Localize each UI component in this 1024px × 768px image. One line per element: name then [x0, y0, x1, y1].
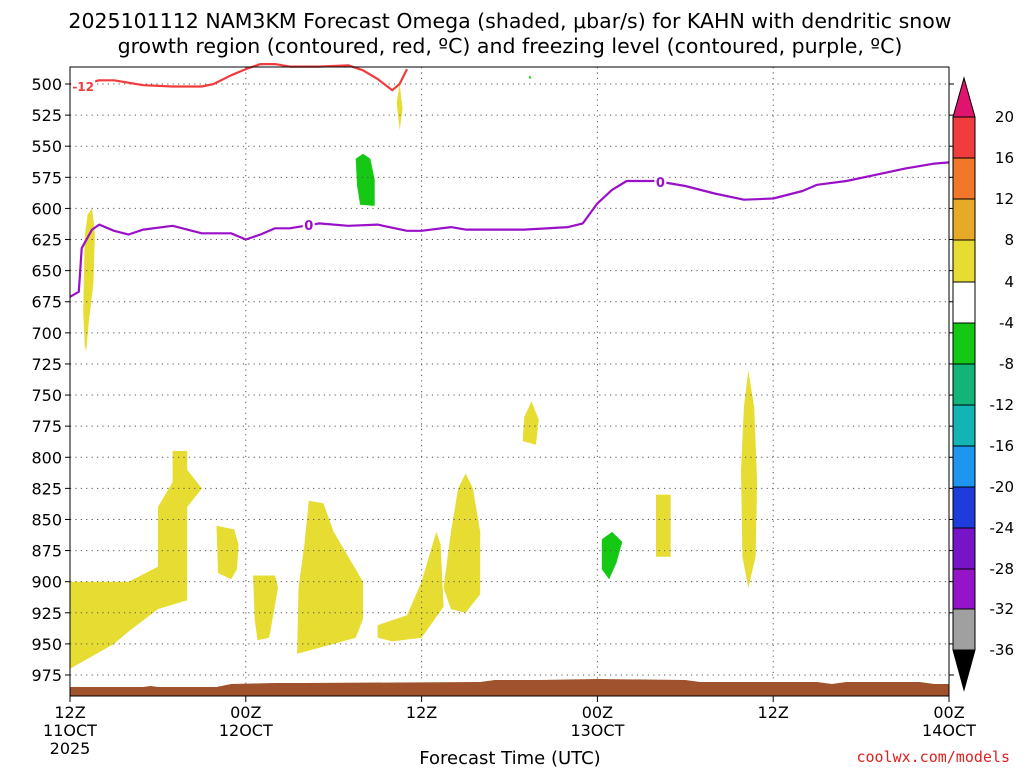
x-tick-label-12-2: 12OCT — [219, 721, 273, 740]
y-tick-label-775: 775 — [31, 417, 62, 436]
y-tick-label-750: 750 — [31, 386, 62, 405]
y-tick-label-925: 925 — [31, 604, 62, 623]
y-tick-label-975: 975 — [31, 666, 62, 685]
omega-region-11 — [355, 153, 375, 206]
x-tick-label-0-3: 2025 — [50, 739, 91, 758]
x-tick-label-48-1: 12Z — [758, 703, 789, 722]
colorbar-swatch-12 — [952, 608, 976, 651]
credit-text: coolwx.com/models — [856, 748, 1010, 766]
y-tick-label-825: 825 — [31, 479, 62, 498]
colorbar-label-2: 12 — [995, 190, 1014, 208]
freezing-level-line — [69, 161, 950, 298]
x-tick-label-36-2: 13OCT — [570, 721, 624, 740]
colorbar-label-7: -12 — [990, 396, 1015, 414]
colorbar-swatch-10 — [952, 527, 976, 570]
omega-region-12 — [601, 531, 623, 580]
omega-region-8 — [656, 494, 671, 557]
colorbar-label-5: -4 — [999, 314, 1014, 332]
colorbar-label-13: -36 — [990, 641, 1015, 659]
colorbar-swatch-7 — [952, 404, 976, 447]
y-tick-label-850: 850 — [31, 510, 62, 529]
x-tick-label-0-2: 11OCT — [43, 721, 97, 740]
x-tick-label-0-1: 12Z — [54, 703, 85, 722]
colorbar-swatch-0 — [952, 116, 976, 159]
gridlines — [70, 67, 949, 696]
colorbar-swatch-11 — [952, 568, 976, 610]
title-line-2: growth region (contoured, red, ºC) and f… — [118, 34, 903, 58]
y-tick-label-575: 575 — [31, 168, 62, 187]
plot-background — [70, 67, 949, 696]
colorbar-label-3: 8 — [1004, 231, 1014, 249]
colorbar-label-4: 4 — [1004, 273, 1014, 291]
x-axis-title: Forecast Time (UTC) — [419, 748, 600, 768]
omega-region-9 — [741, 370, 758, 588]
colorbar-swatch-3 — [952, 239, 976, 283]
omega-region-1 — [83, 208, 95, 352]
colorbar-swatch-1 — [952, 157, 976, 200]
omega-region-5 — [377, 531, 444, 642]
freezing-level-label-1: 0 — [656, 176, 665, 191]
x-tick-label-36-1: 00Z — [582, 703, 613, 722]
omega-shading — [70, 75, 758, 669]
x-tick-label-60-1: 00Z — [933, 703, 964, 722]
colorbar-label-1: 16 — [995, 149, 1014, 167]
terrain-fill — [70, 679, 949, 696]
omega-region-4 — [297, 500, 363, 654]
y-tick-label-650: 650 — [31, 262, 62, 281]
y-tick-label-950: 950 — [31, 635, 62, 654]
colorbar-swatch-5 — [952, 322, 976, 365]
y-tick-label-900: 900 — [31, 573, 62, 592]
plot-frame — [69, 66, 950, 697]
colorbar-swatch-9 — [952, 486, 976, 529]
x-tick-label-24-1: 12Z — [406, 703, 437, 722]
title-line-1: 2025101112 NAM3KM Forecast Omega (shaded… — [68, 9, 951, 33]
omega-region-6 — [443, 473, 481, 613]
omega-region-2 — [216, 525, 239, 580]
omega-region-3 — [253, 575, 278, 641]
colorbar-label-12: -32 — [990, 600, 1015, 618]
colorbar-label-8: -16 — [990, 437, 1015, 455]
colorbar-label-6: -8 — [999, 355, 1014, 373]
colorbar-bottom-arrow — [952, 649, 976, 692]
colorbar-swatch-6 — [952, 363, 976, 406]
y-tick-label-675: 675 — [31, 293, 62, 312]
colorbar-legend: 20 16 12 8 4 -4 -8 -12 -16 -20 -24 -28 -32 -36 — [952, 76, 1015, 692]
colorbar-label-9: -20 — [990, 478, 1015, 496]
plot-area: 0 0 -12 — [69, 62, 950, 697]
y-tick-label-625: 625 — [31, 231, 62, 250]
y-tick-label-700: 700 — [31, 324, 62, 343]
colorbar-swatch-4 — [952, 281, 976, 324]
colorbar-label-0: 20 — [995, 108, 1014, 126]
x-tick-label-12-1: 00Z — [230, 703, 261, 722]
omega-region-13 — [528, 75, 532, 79]
freezing-label-bg-0 — [302, 217, 315, 232]
omega-region-7 — [522, 401, 539, 445]
y-tick-label-800: 800 — [31, 448, 62, 467]
y-tick-label-500: 500 — [31, 75, 62, 94]
x-tick-label-60-2: 14OCT — [922, 721, 976, 740]
colorbar-label-11: -28 — [990, 560, 1015, 578]
omega-region-0 — [70, 451, 202, 669]
y-axis-ticks: 500 525 550 575 600 625 650 675 700 725 750 775 800 8… — [31, 75, 954, 685]
omega-region-10 — [396, 84, 403, 130]
colorbar-label-10: -24 — [990, 519, 1015, 537]
freezing-label-bg-1 — [654, 173, 667, 188]
colorbar-swatch-2 — [952, 198, 976, 241]
colorbar-swatch-8 — [952, 445, 976, 488]
freezing-level-label-0: 0 — [304, 219, 313, 234]
colorbar-top-arrow — [952, 76, 976, 118]
y-tick-label-875: 875 — [31, 542, 62, 561]
y-tick-label-600: 600 — [31, 199, 62, 218]
terrain-band — [70, 679, 949, 696]
y-tick-label-725: 725 — [31, 355, 62, 374]
y-tick-label-550: 550 — [31, 137, 62, 156]
dgz-contour-label: -12 — [72, 80, 94, 94]
dgz-label-bg — [71, 77, 96, 92]
y-tick-label-525: 525 — [31, 106, 62, 125]
